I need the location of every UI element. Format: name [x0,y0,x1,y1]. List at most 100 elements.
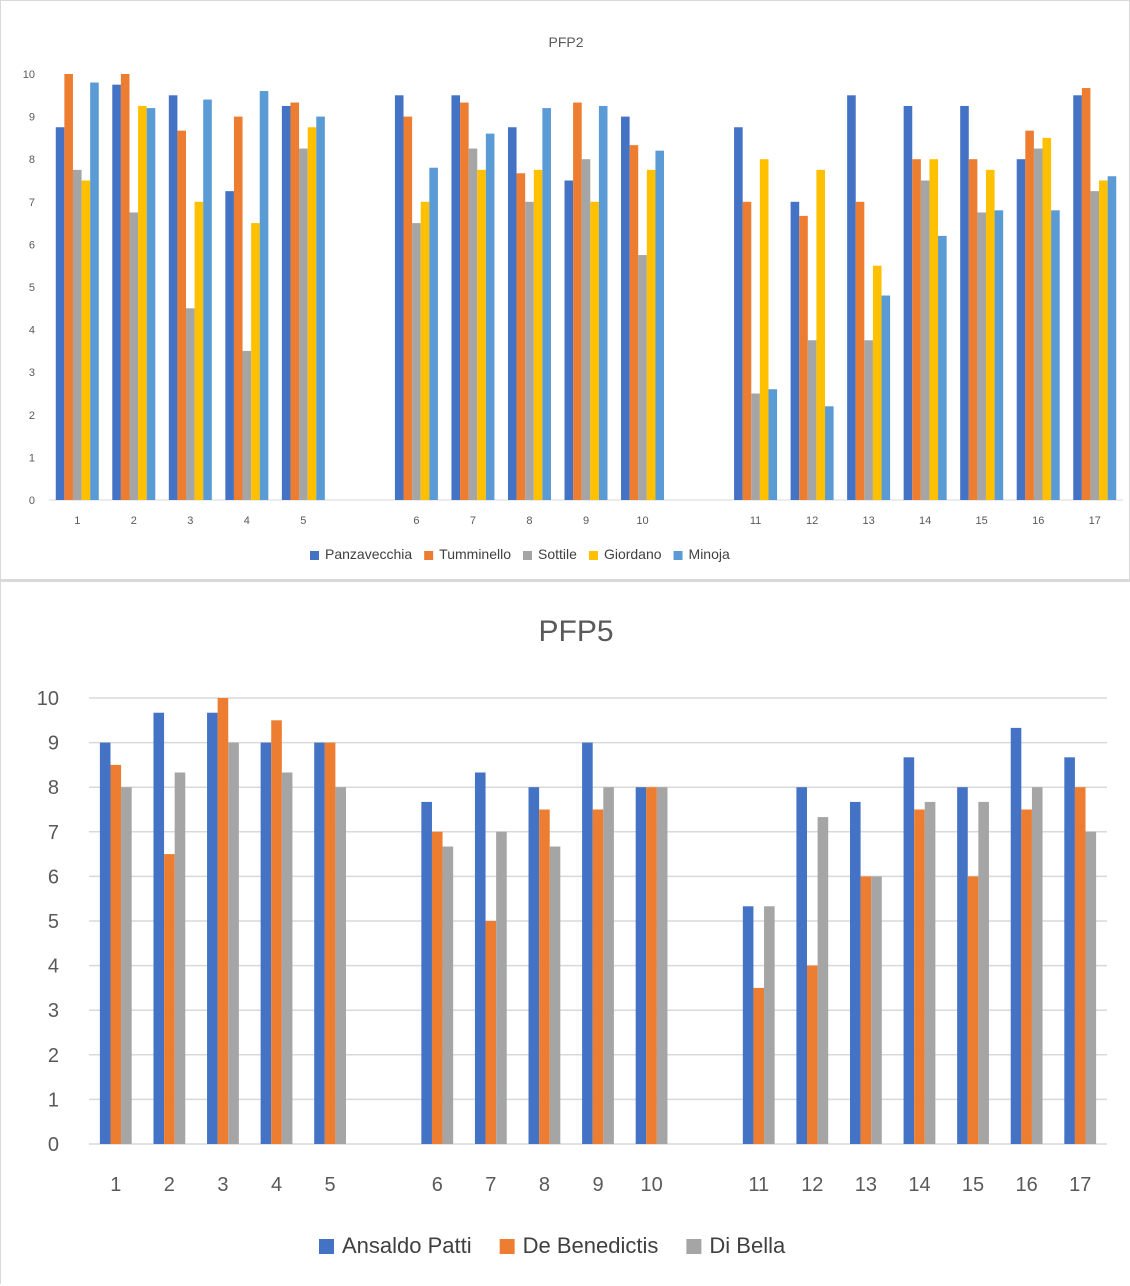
legend-label: Panzavecchia [325,546,412,562]
bar-sottile-6 [412,223,421,500]
y-tick-label: 2 [29,410,35,422]
x-tick-label: 2 [164,1174,175,1196]
bar-panzavecchia-17 [1073,95,1082,501]
y-tick-label: 8 [29,154,35,166]
bar-ansaldo-patti-14 [903,757,915,1144]
x-tick-label: 12 [801,1174,823,1196]
bar-sottile-3 [186,308,195,500]
bar-di-bella-6 [442,846,454,1144]
bar-giordano-17 [1099,180,1108,500]
bar-ansaldo-patti-10 [635,787,647,1144]
x-tick-label: 11 [750,515,761,527]
bar-panzavecchia-1 [55,127,65,500]
bar-tumminello-9 [573,102,582,501]
bar-tumminello-14 [912,159,921,500]
y-tick-label: 9 [29,112,35,124]
bar-di-bella-7 [496,831,507,1144]
chart-pfp2: PFP2 0 1 2 3 4 5 6 7 8 9 10 1 2 3 4 5 6 7 8 9 10 11 12 13 14 15 1… [0,0,1130,580]
bar-di-bella-17 [1085,831,1097,1144]
bar-di-bella-12 [817,817,829,1144]
bar-tumminello-10 [629,145,639,500]
x-tick-label: 1 [110,1174,121,1196]
bar-minoja-14 [938,235,947,500]
bar-minoja-5 [316,116,325,500]
bar-di-bella-16 [1031,787,1043,1144]
bar-sottile-1 [72,169,82,500]
y-tick-label: 2 [48,1045,59,1067]
bar-sottile-16 [1033,148,1043,501]
legend-item: Sottile [523,546,577,562]
bar-minoja-3 [203,99,212,500]
bar-minoja-4 [259,91,269,500]
bar-giordano-11 [759,159,769,500]
y-tick-label: 9 [48,733,59,755]
bar-tumminello-1 [64,74,73,500]
y-tick-label: 10 [23,69,35,81]
bar-minoja-12 [825,406,834,500]
bar-panzavecchia-5 [281,105,291,500]
bar-panzavecchia-15 [960,105,969,500]
y-tick-label: 5 [48,911,59,933]
bar-tumminello-11 [742,201,752,501]
bar-panzavecchia-7 [451,95,461,501]
bar-de-benedictis-17 [1074,787,1086,1144]
bar-tumminello-12 [799,215,808,500]
legend-item: Di Bella [686,1233,786,1258]
bar-minoja-6 [429,167,438,500]
y-tick-label: 10 [37,688,59,710]
bar-giordano-2 [138,105,147,500]
bar-minoja-2 [146,108,156,500]
legend-swatch [310,551,319,560]
bar-panzavecchia-9 [564,180,574,500]
bar-sottile-17 [1090,191,1100,500]
x-tick-label: 10 [640,1174,662,1196]
bar-panzavecchia-16 [1016,159,1026,500]
bar-de-benedictis-8 [539,809,550,1144]
legend-swatch [686,1239,702,1254]
x-tick-label: 3 [217,1174,228,1196]
bar-tumminello-8 [516,173,526,500]
bar-di-bella-5 [335,787,347,1144]
bar-di-bella-4 [281,772,293,1144]
bar-de-benedictis-6 [431,831,443,1144]
bar-sottile-4 [242,350,252,500]
bar-giordano-1 [81,180,91,500]
x-tick-label: 16 [1032,515,1044,527]
bar-giordano-6 [420,201,430,501]
bar-minoja-8 [542,108,551,500]
bar-sottile-13 [864,340,873,500]
bar-ansaldo-patti-3 [207,712,218,1144]
bar-ansaldo-patti-9 [582,742,593,1144]
bar-tumminello-15 [968,159,978,500]
bar-minoja-15 [994,210,1004,500]
x-tick-label: 9 [583,515,589,527]
y-tick-label: 6 [48,866,59,888]
bar-giordano-7 [477,169,486,500]
x-tick-label: 5 [300,515,306,527]
bar-sottile-12 [807,340,817,500]
y-tick-label: 0 [48,1134,59,1156]
chart-title: PFP5 [538,615,613,648]
bar-panzavecchia-11 [734,127,743,500]
bar-tumminello-5 [290,102,300,501]
y-tick-label: 3 [48,1000,59,1022]
legend-item: Giordano [588,546,662,562]
x-tick-label: 14 [919,515,931,527]
x-tick-label: 8 [539,1174,550,1196]
bar-giordano-8 [533,169,543,500]
bar-giordano-16 [1042,137,1052,500]
x-tick-label: 17 [1089,515,1101,527]
bar-tumminello-3 [177,130,187,500]
chart-pfp5: PFP5 0 1 2 3 4 5 6 7 8 9 10 1 2 3 4 5 6 7 8 9 10 11 12 13 14 15 1… [0,580,1130,1284]
legend-item: Minoja [673,546,730,562]
bar-ansaldo-patti-8 [528,787,540,1144]
bar-de-benedictis-15 [967,876,979,1144]
bar-de-benedictis-11 [753,987,765,1144]
bar-de-benedictis-14 [914,809,925,1144]
bar-tumminello-13 [855,201,865,501]
legend-label: Ansaldo Patti [342,1233,472,1258]
bar-de-benedictis-16 [1021,809,1032,1144]
bar-ansaldo-patti-16 [1010,727,1022,1144]
bar-panzavecchia-8 [507,127,517,500]
x-tick-label: 11 [748,1174,769,1196]
